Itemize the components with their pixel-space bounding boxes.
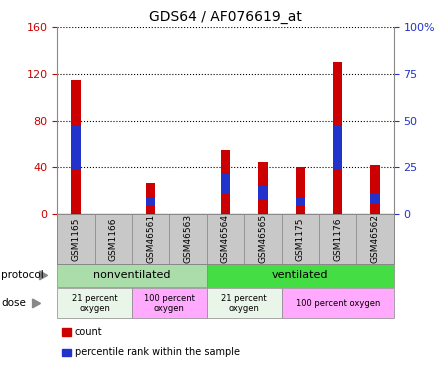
Bar xyxy=(370,165,380,214)
Bar xyxy=(258,186,268,200)
Bar xyxy=(221,150,230,214)
Text: dose: dose xyxy=(1,298,26,309)
Text: 100 percent oxygen: 100 percent oxygen xyxy=(296,299,380,308)
Bar xyxy=(296,198,305,206)
Text: GSM46565: GSM46565 xyxy=(258,214,268,264)
Text: protocol: protocol xyxy=(1,270,44,280)
Text: GSM46564: GSM46564 xyxy=(221,214,230,263)
Bar xyxy=(71,126,81,170)
Text: GSM46563: GSM46563 xyxy=(183,214,193,264)
Text: percentile rank within the sample: percentile rank within the sample xyxy=(75,347,240,357)
Text: GSM1165: GSM1165 xyxy=(71,217,81,261)
Bar xyxy=(71,80,81,214)
Text: GSM1166: GSM1166 xyxy=(109,217,118,261)
Text: GSM46561: GSM46561 xyxy=(146,214,155,264)
Text: 21 percent
oxygen: 21 percent oxygen xyxy=(221,294,267,313)
Text: 100 percent
oxygen: 100 percent oxygen xyxy=(144,294,195,313)
Bar xyxy=(333,63,342,214)
Title: GDS64 / AF076619_at: GDS64 / AF076619_at xyxy=(149,10,302,24)
Bar xyxy=(370,193,380,203)
Bar xyxy=(333,126,342,170)
Bar xyxy=(258,162,268,214)
Bar xyxy=(146,183,155,214)
Bar xyxy=(146,198,155,206)
Text: GSM1176: GSM1176 xyxy=(333,217,342,261)
Text: count: count xyxy=(75,327,103,337)
Text: GSM1175: GSM1175 xyxy=(296,217,305,261)
Text: ventilated: ventilated xyxy=(272,270,329,280)
Text: 21 percent
oxygen: 21 percent oxygen xyxy=(72,294,117,313)
Text: GSM46562: GSM46562 xyxy=(370,214,380,263)
Bar xyxy=(296,168,305,214)
Bar xyxy=(221,175,230,194)
Text: nonventilated: nonventilated xyxy=(93,270,171,280)
